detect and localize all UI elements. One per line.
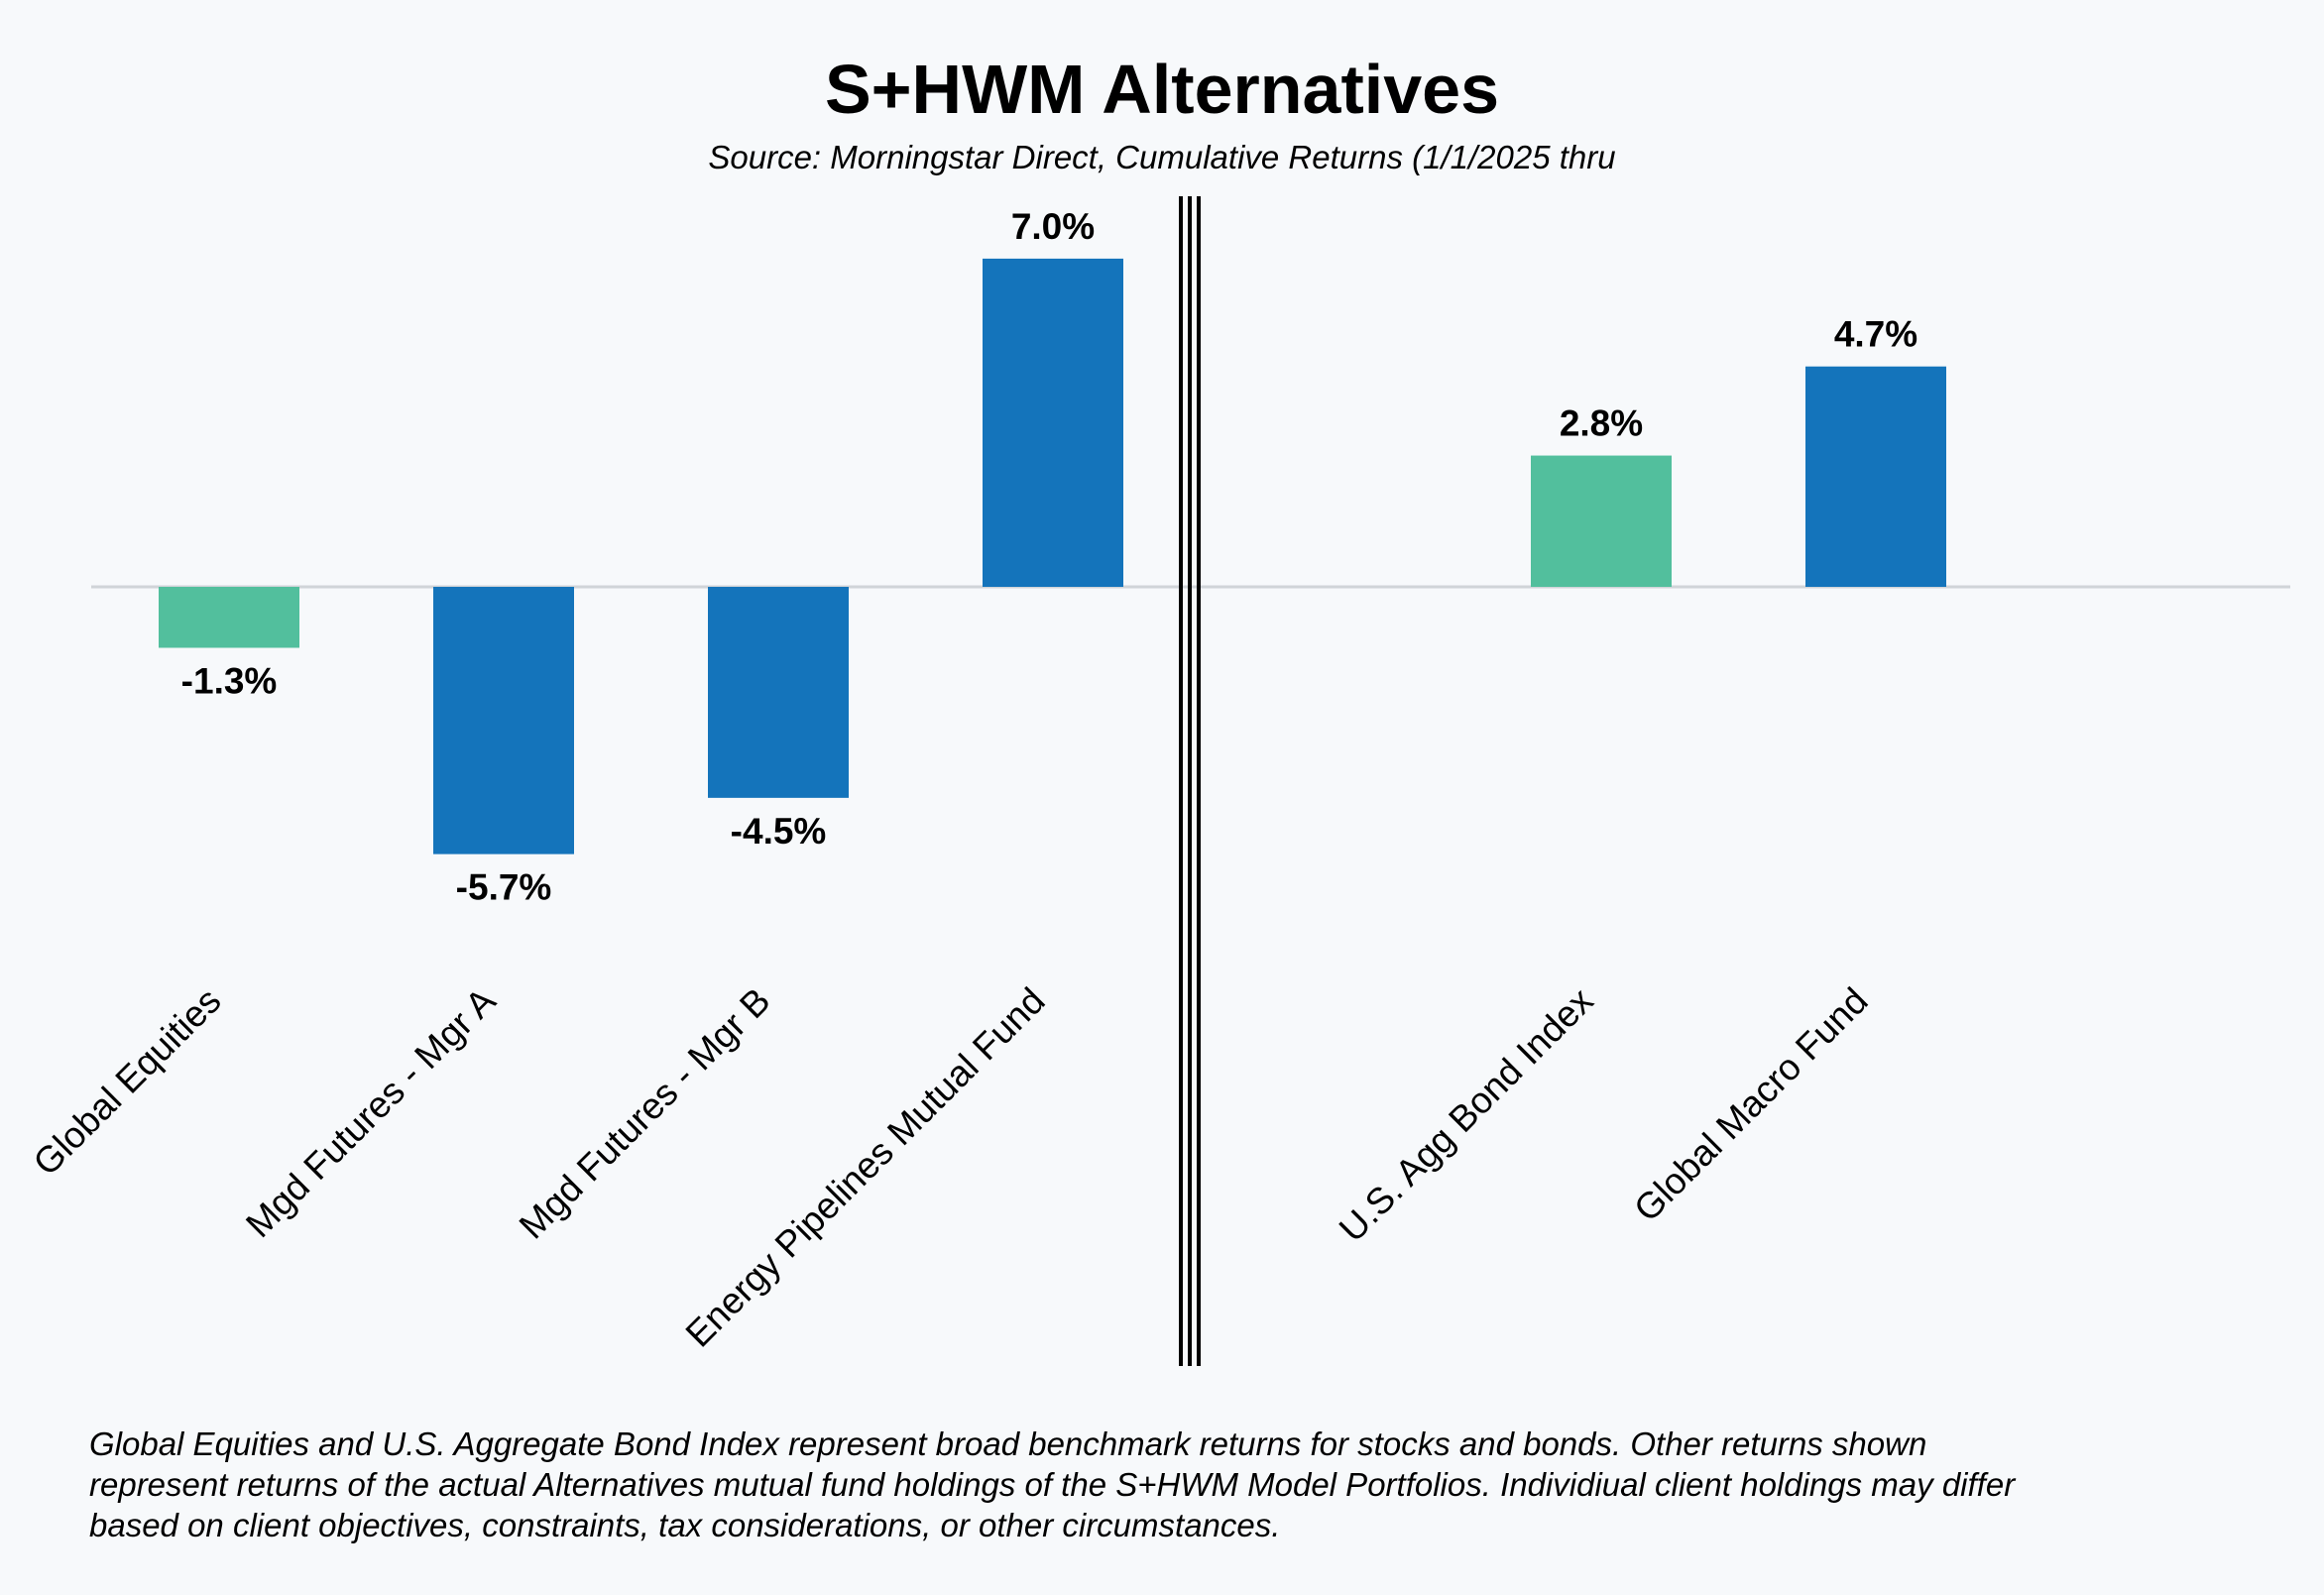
bar [159, 587, 299, 648]
footnote: Global Equities and U.S. Aggregate Bond … [89, 1425, 2016, 1543]
bar [1531, 455, 1672, 587]
chart-title: S+HWM Alternatives [824, 51, 1500, 128]
data-label: -5.7% [456, 867, 552, 908]
category-labels-layer: Global Equities Mgd Futures - Mgr A Mgd Fu… [26, 979, 1876, 1354]
group-divider [1179, 196, 1201, 1366]
bars-layer [159, 258, 1946, 854]
bar [1805, 366, 1946, 587]
category-label: Global Equities [26, 980, 229, 1184]
chart-subtitle: Source: Morningstar Direct, Cumulative R… [708, 139, 1616, 175]
category-label: Mgd Futures - Mgr B [512, 980, 778, 1247]
data-label: -4.5% [731, 811, 827, 852]
data-label: 7.0% [1011, 206, 1095, 247]
bar [983, 258, 1123, 587]
value-labels-layer: -1.3% -5.7% -4.5% 7.0% 2.8% 4.7% [181, 206, 1918, 908]
category-label: U.S. Agg Bond Index [1332, 979, 1601, 1249]
bar [433, 587, 574, 854]
category-label: Mgd Futures - Mgr A [238, 979, 504, 1245]
category-label: Global Macro Fund [1626, 980, 1875, 1229]
bar [708, 587, 849, 798]
data-label: 2.8% [1560, 403, 1643, 444]
data-label: 4.7% [1834, 314, 1917, 355]
data-label: -1.3% [181, 660, 278, 701]
